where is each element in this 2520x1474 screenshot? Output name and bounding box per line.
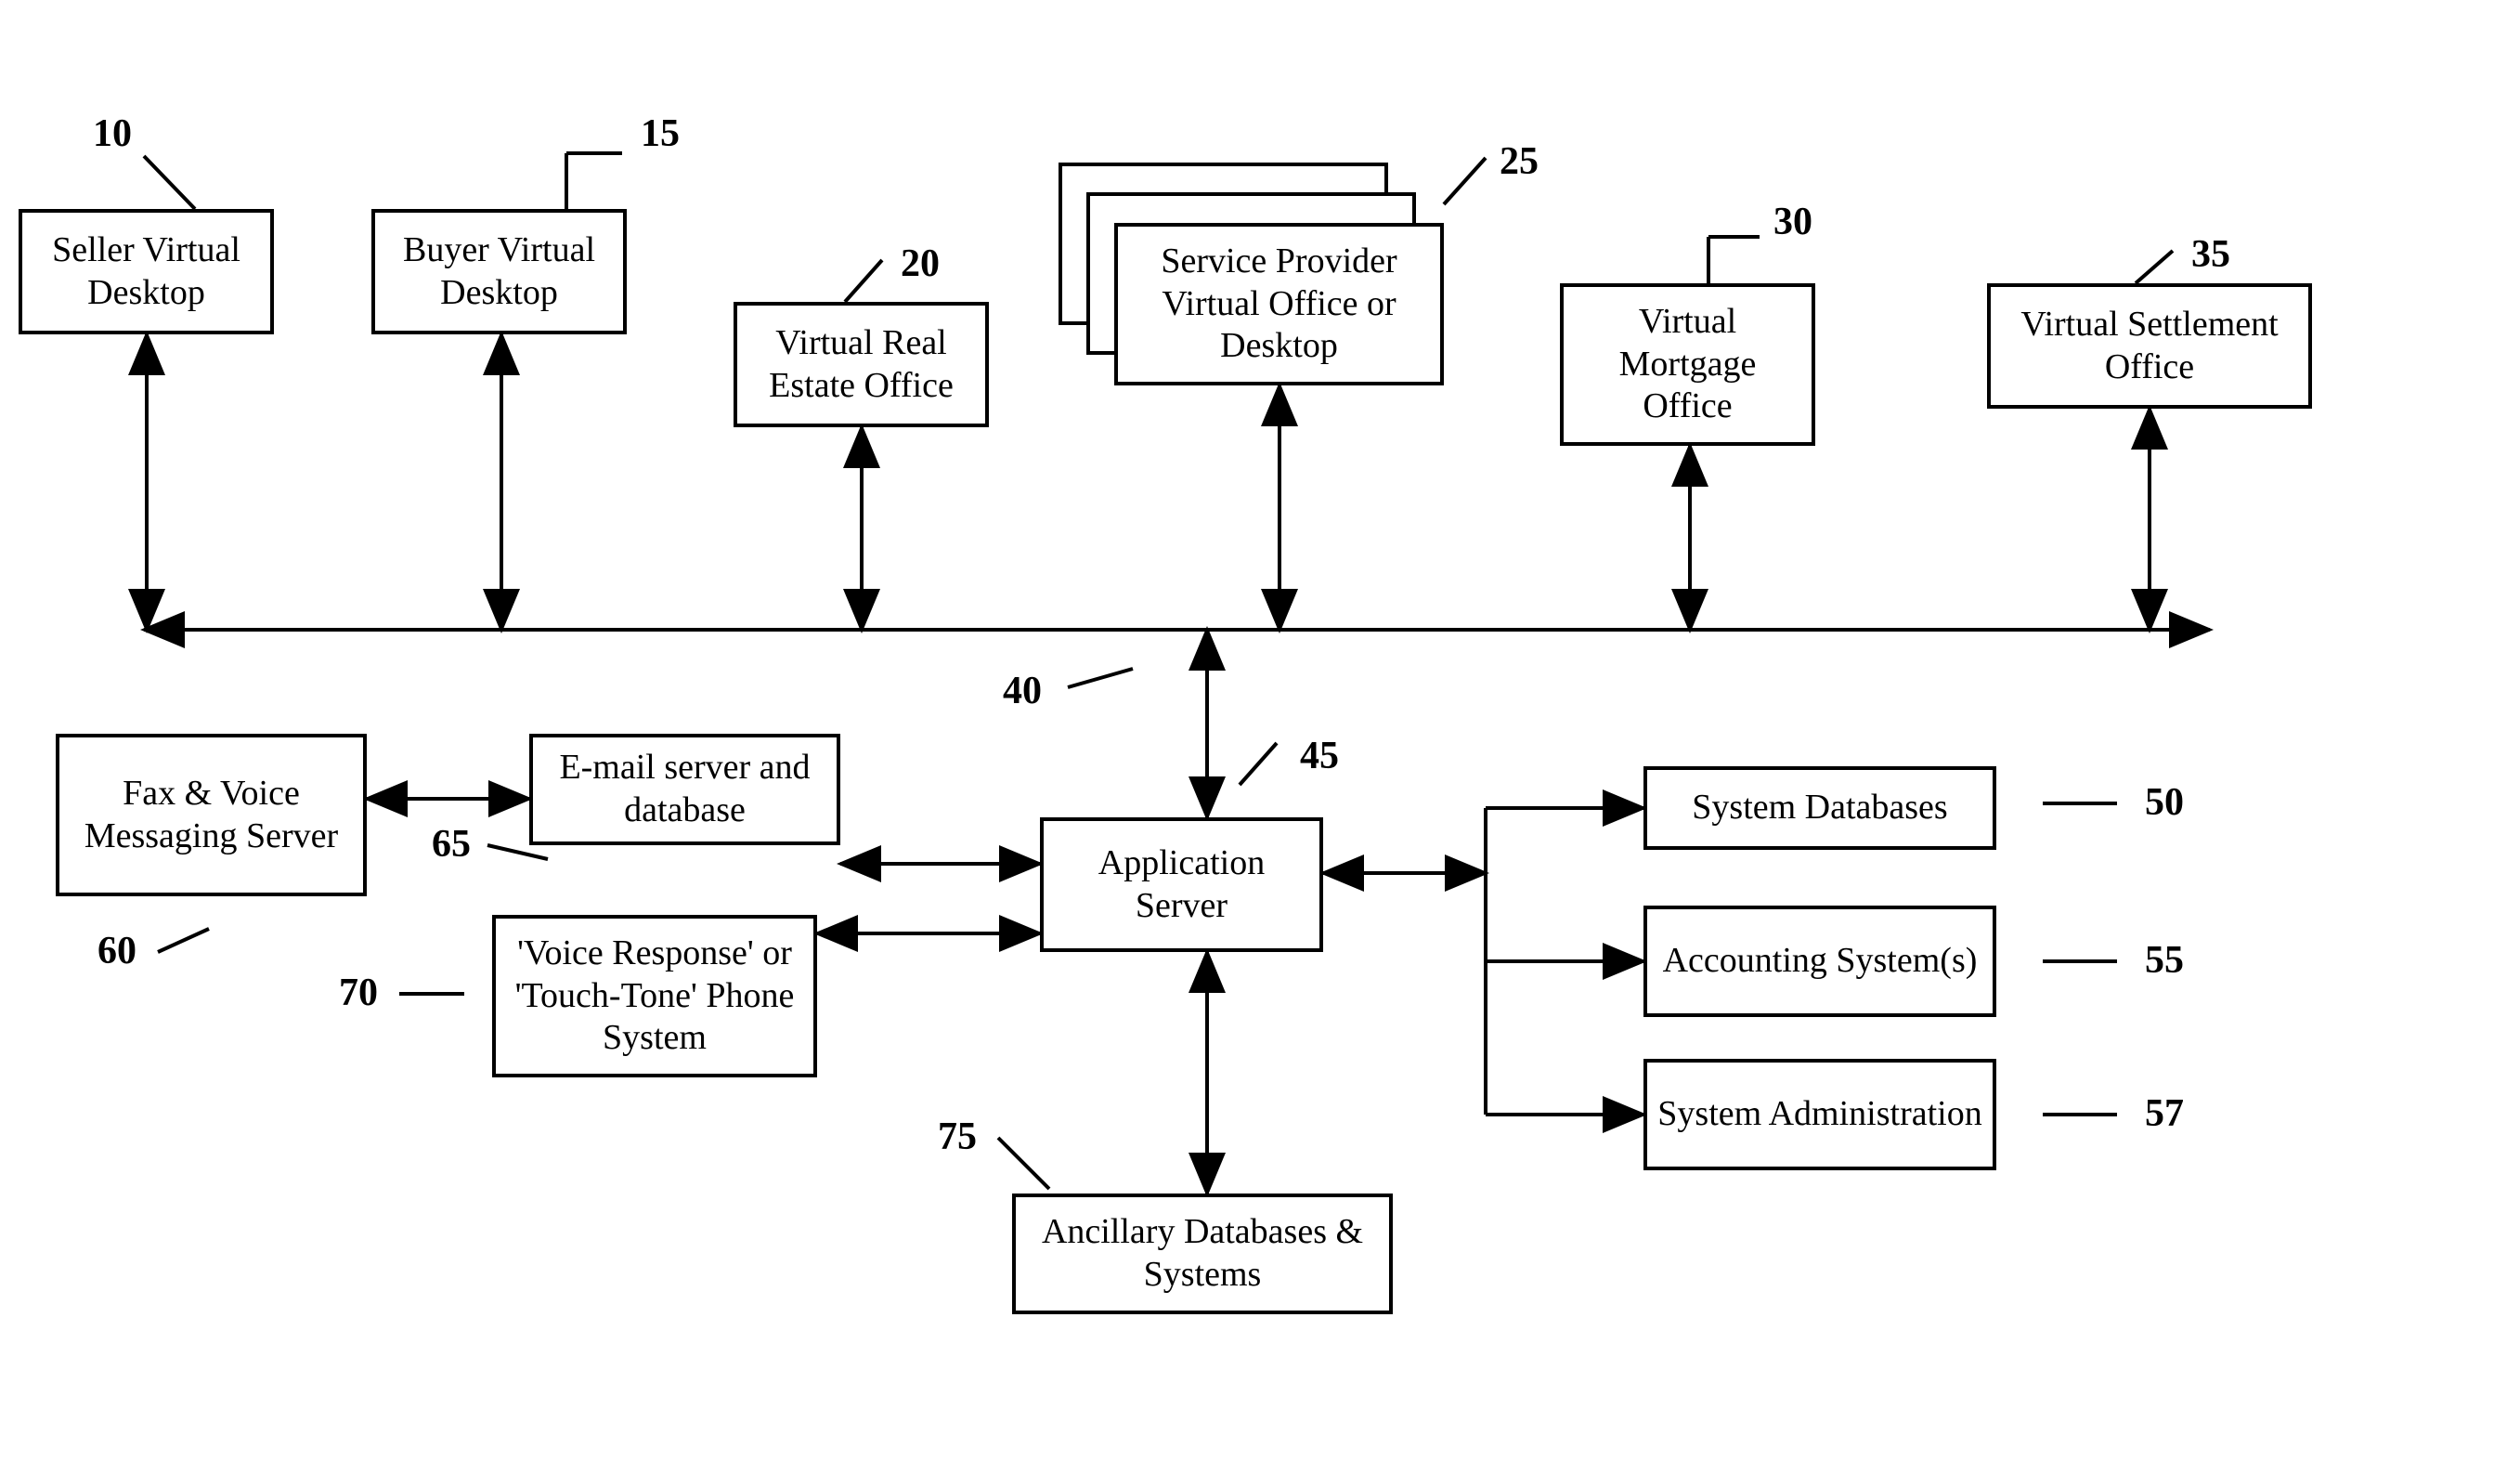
node-virtual-real-estate-office: Virtual Real Estate Office	[734, 302, 989, 427]
node-seller-virtual-desktop: Seller Virtual Desktop	[19, 209, 274, 334]
node-label: Virtual Settlement Office	[1998, 304, 2301, 388]
ref-label-10: 10	[93, 111, 132, 156]
node-system-administration: System Administration	[1643, 1059, 1996, 1170]
node-voice-response: 'Voice Response' or 'Touch-Tone' Phone S…	[492, 915, 817, 1077]
ref-label-55: 55	[2145, 938, 2184, 983]
ref-label-40: 40	[1003, 669, 1042, 713]
ref-label-50: 50	[2145, 780, 2184, 825]
ref-label-20: 20	[901, 241, 940, 286]
node-email-server: E-mail server and database	[529, 734, 840, 845]
node-label: Buyer Virtual Desktop	[383, 229, 616, 314]
node-label: Seller Virtual Desktop	[30, 229, 263, 314]
node-virtual-mortgage-office: Virtual Mortgage Office	[1560, 283, 1815, 446]
ref-label-70: 70	[339, 971, 378, 1015]
node-system-databases: System Databases	[1643, 766, 1996, 850]
node-virtual-settlement-office: Virtual Settlement Office	[1987, 283, 2312, 409]
node-label: Virtual Mortgage Office	[1571, 301, 1804, 428]
node-label: Accounting System(s)	[1663, 940, 1978, 983]
ref-label-75: 75	[938, 1115, 977, 1159]
node-buyer-virtual-desktop: Buyer Virtual Desktop	[371, 209, 627, 334]
ref-label-35: 35	[2191, 232, 2230, 277]
node-label: System Administration	[1657, 1093, 1981, 1136]
node-label: Ancillary Databases & Systems	[1023, 1211, 1382, 1296]
node-label: 'Voice Response' or 'Touch-Tone' Phone S…	[503, 933, 806, 1060]
node-application-server: Application Server	[1040, 817, 1323, 952]
node-label: Fax & Voice Messaging Server	[67, 773, 356, 857]
node-accounting-systems: Accounting System(s)	[1643, 906, 1996, 1017]
ref-label-25: 25	[1500, 139, 1539, 184]
ref-label-60: 60	[97, 929, 136, 973]
ref-label-15: 15	[641, 111, 680, 156]
ref-label-45: 45	[1300, 734, 1339, 778]
node-label: Application Server	[1051, 842, 1312, 927]
ref-label-65: 65	[432, 822, 471, 867]
node-label: Virtual Real Estate Office	[745, 322, 978, 407]
ref-label-30: 30	[1773, 200, 1812, 244]
node-fax-voice-server: Fax & Voice Messaging Server	[56, 734, 367, 896]
node-service-provider: Service Provider Virtual Office or Deskt…	[1114, 223, 1444, 385]
ref-label-57: 57	[2145, 1091, 2184, 1136]
node-label: System Databases	[1692, 787, 1947, 829]
node-ancillary-databases: Ancillary Databases & Systems	[1012, 1194, 1393, 1314]
node-label: E-mail server and database	[540, 747, 829, 831]
node-label: Service Provider Virtual Office or Deskt…	[1125, 241, 1433, 368]
